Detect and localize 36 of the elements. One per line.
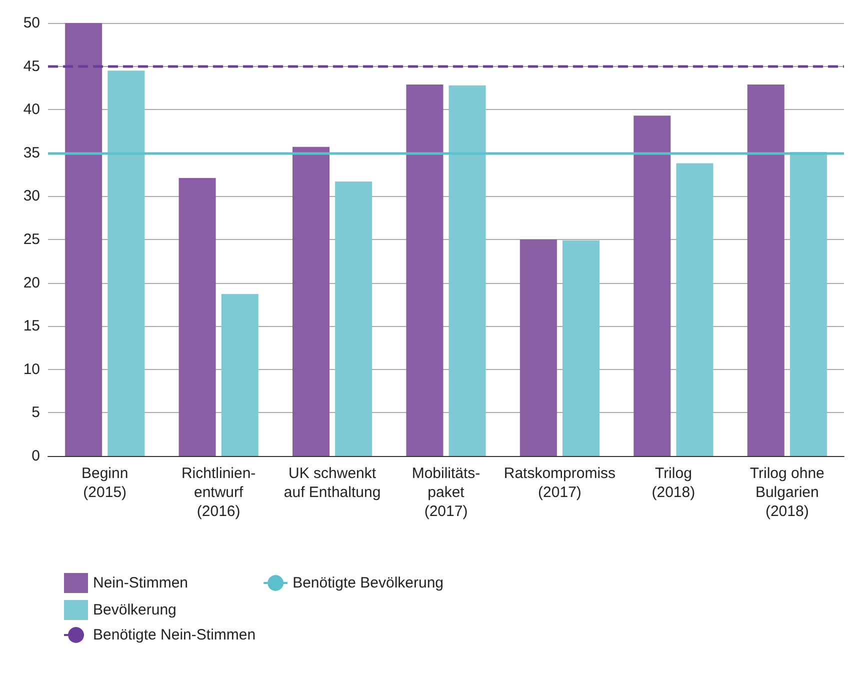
bar	[292, 146, 330, 456]
legend-label: Benötigte Nein-Stimmen	[93, 626, 256, 644]
bar	[562, 240, 600, 456]
bar	[108, 70, 145, 456]
x-tick-label: Trilog ohne Bulgarien (2018)	[750, 465, 824, 520]
bar	[790, 152, 827, 456]
bar	[65, 23, 102, 456]
y-tick-label: 45	[23, 58, 40, 75]
x-tick-label: Richtlinien- entwurf (2016)	[181, 465, 256, 520]
legend-label: Nein-Stimmen	[93, 574, 188, 592]
bar	[448, 85, 486, 456]
y-tick-label: 30	[23, 188, 40, 205]
x-tick-label: Ratskompromiss (2017)	[504, 465, 616, 501]
bar	[520, 240, 557, 456]
y-tick-label: 10	[23, 360, 40, 378]
x-tick-label: Trilog (2018)	[652, 465, 696, 501]
y-tick-label: 5	[32, 404, 40, 422]
y-tick-label: 35	[23, 144, 40, 162]
bar	[747, 84, 784, 456]
bar	[634, 116, 671, 456]
bar	[335, 181, 372, 456]
bar	[406, 84, 444, 456]
x-tick-label: Beginn (2015)	[82, 465, 128, 501]
y-tick-label: 0	[32, 448, 40, 464]
y-tick-label: 40	[23, 101, 40, 118]
bar	[178, 178, 216, 456]
y-tick-label: 15	[23, 318, 40, 335]
x-tick-label: Mobilitäts- paket (2017)	[412, 465, 480, 520]
y-tick-label: 20	[23, 274, 40, 292]
bar	[221, 294, 258, 456]
x-tick-label: UK schwenkt auf Enthaltung	[284, 465, 381, 501]
legend-label: Bevölkerung	[93, 602, 176, 618]
y-tick-label: 25	[23, 231, 40, 248]
y-tick-label: 50	[23, 14, 40, 32]
legend-label: Benötigte Bevölkerung	[292, 574, 444, 592]
bar	[676, 163, 714, 456]
